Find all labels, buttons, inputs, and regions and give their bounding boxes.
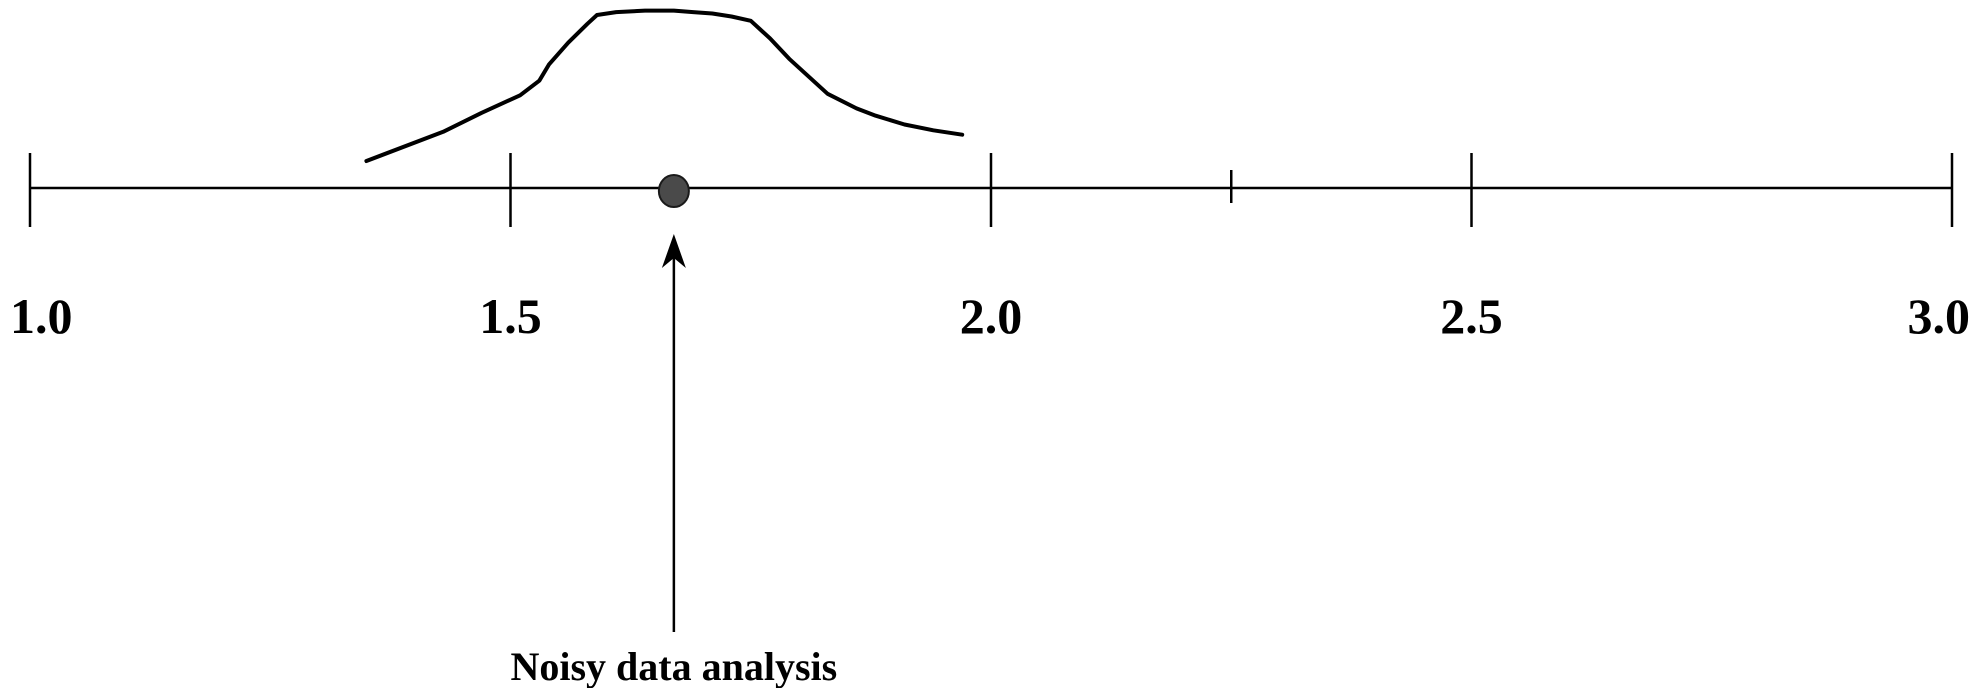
tick-marks: [28, 153, 1954, 227]
annotation-label: Noisy data analysis: [510, 644, 837, 688]
tick-label: 3.0: [1908, 288, 1971, 344]
tick-label: 1.0: [10, 288, 73, 344]
tick-label: 2.5: [1440, 288, 1503, 344]
tick-label: 1.5: [479, 288, 542, 344]
annotation-arrow-head: [661, 234, 686, 268]
distribution-curve: [364, 8, 965, 163]
tick-label: 2.0: [960, 288, 1023, 344]
tick-labels: 1.0 1.5 2.0 2.5 3.0: [10, 288, 1970, 344]
data-point-marker: [657, 174, 690, 208]
